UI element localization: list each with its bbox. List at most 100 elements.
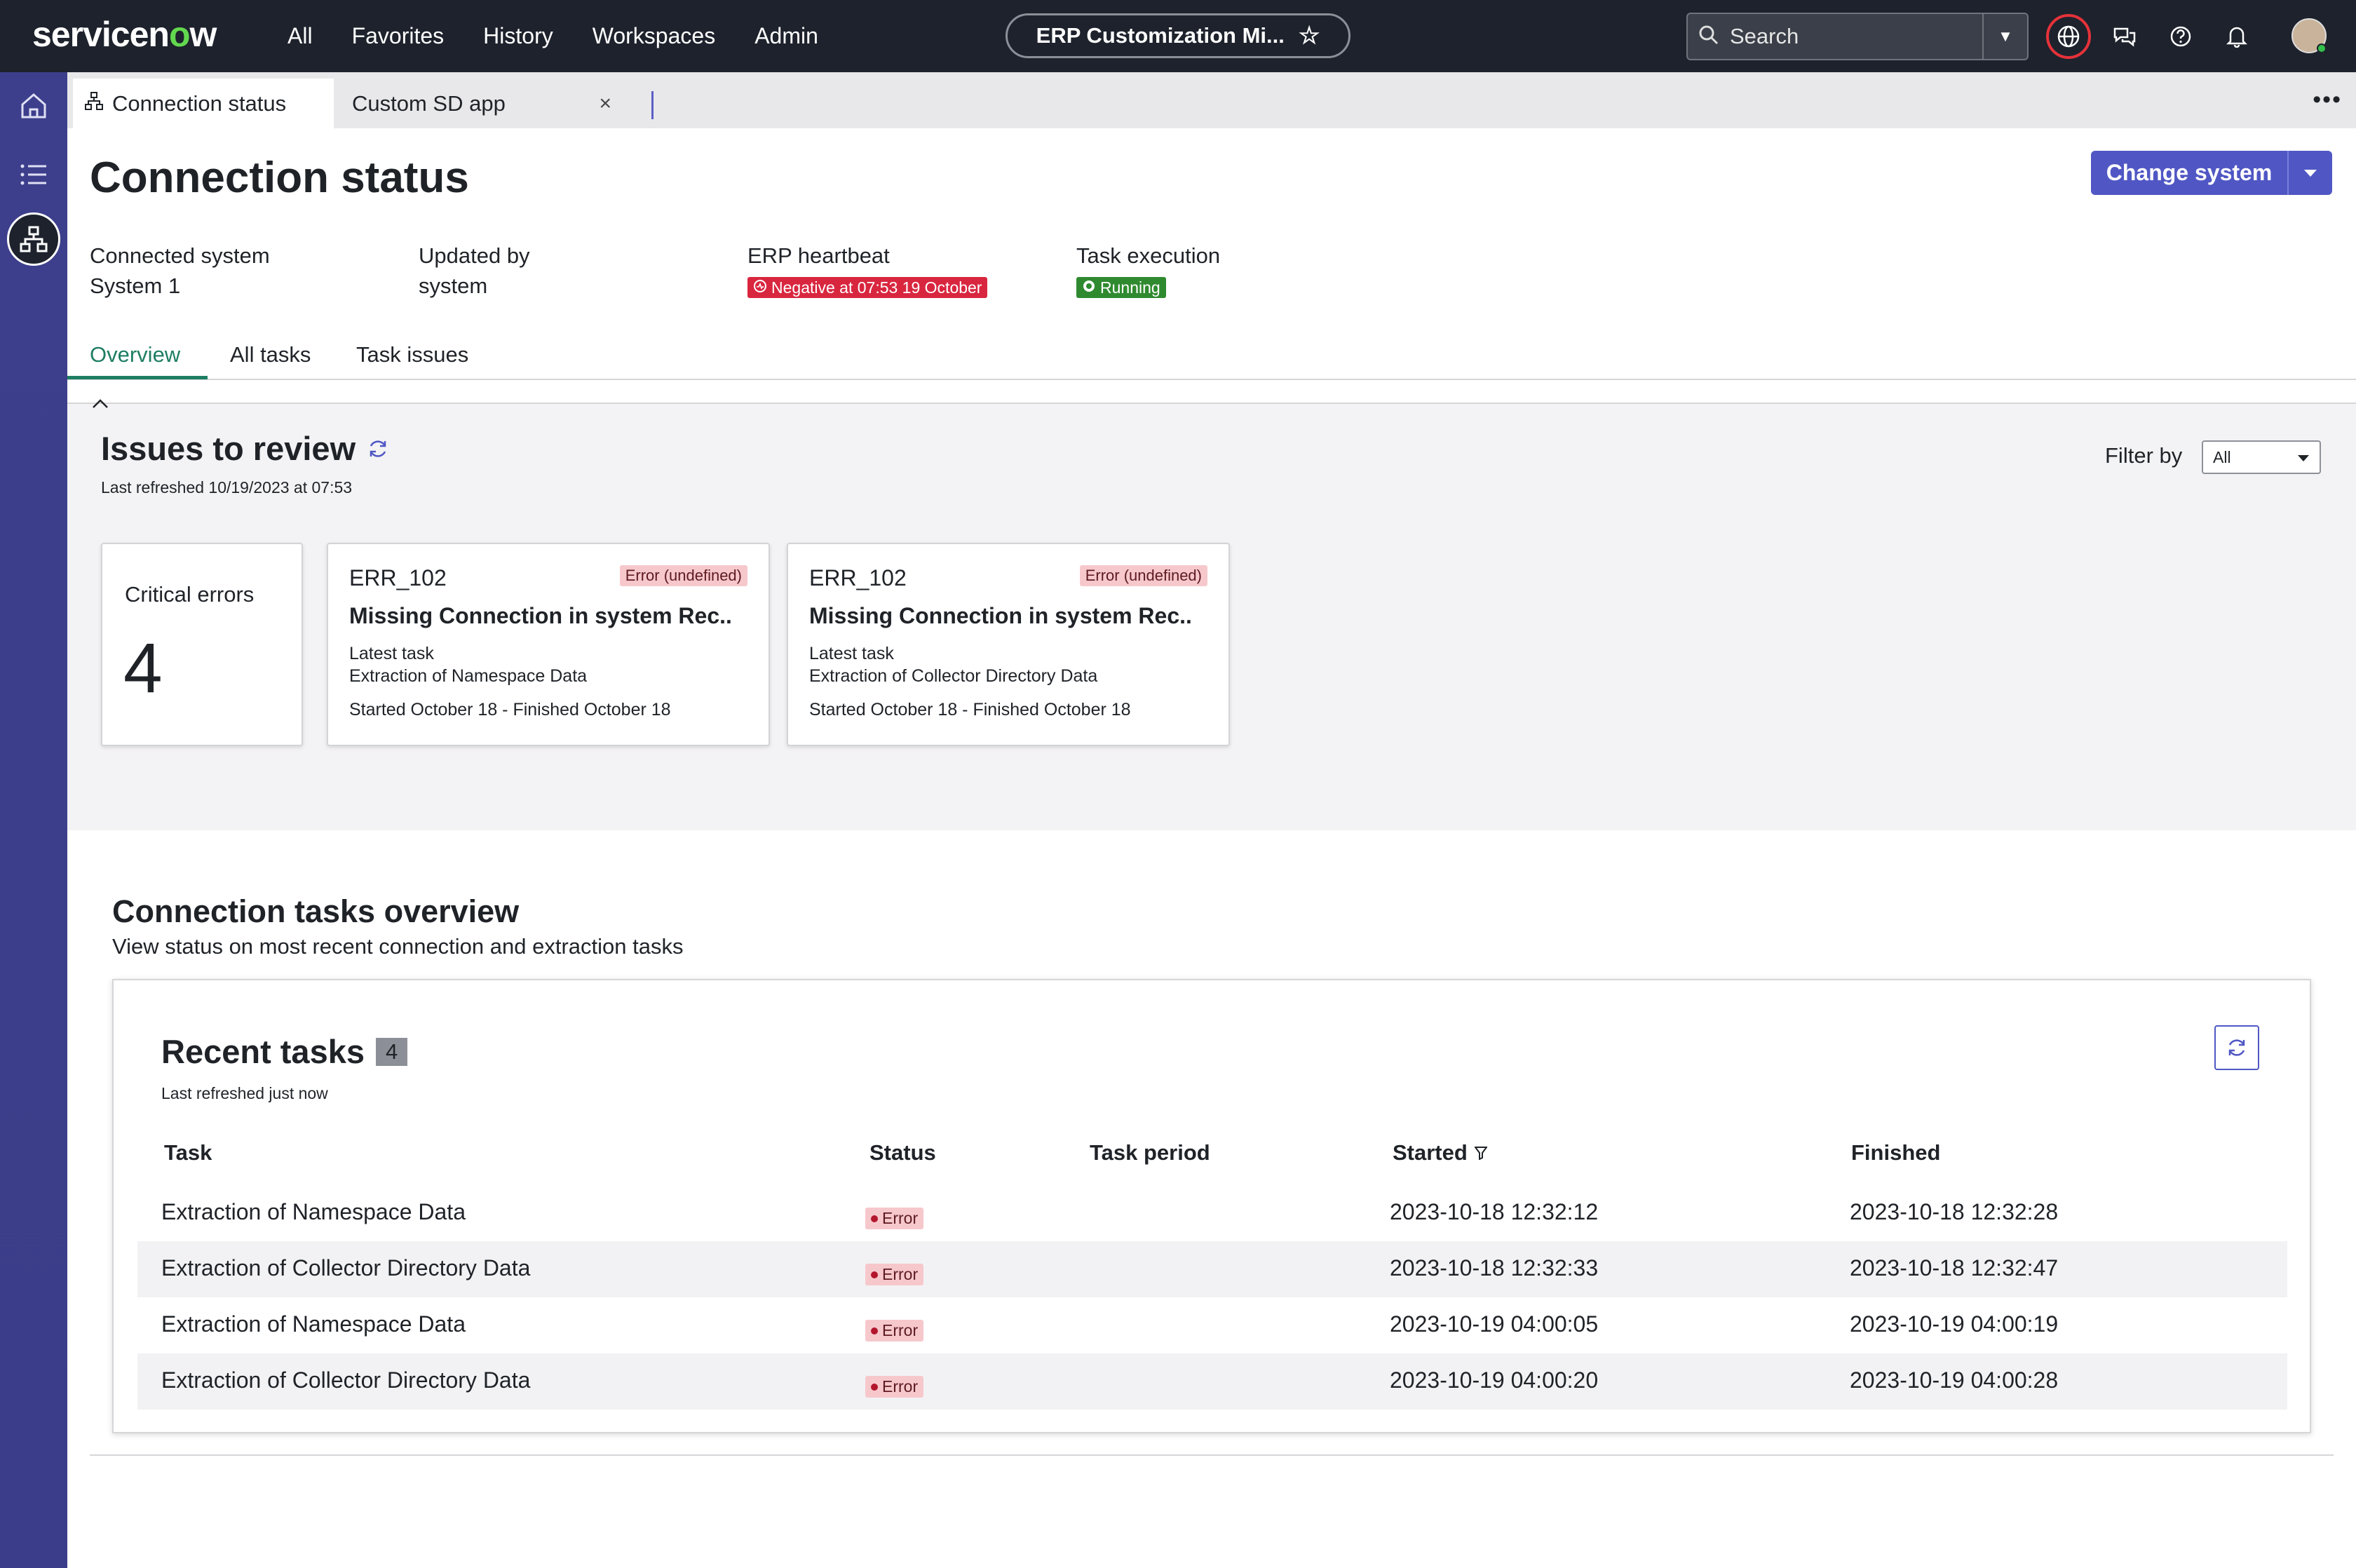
status-badge-text: Error: [882, 1377, 919, 1395]
column-header-started[interactable]: Started: [1393, 1140, 1488, 1165]
refresh-icon[interactable]: [367, 429, 389, 468]
issue-latest-label: Latest task: [809, 644, 894, 663]
tab-task-issues[interactable]: Task issues: [356, 342, 469, 367]
column-header-started-label: Started: [1393, 1140, 1468, 1165]
issue-severity-tag: Error (undefined): [1079, 565, 1207, 586]
critical-errors-card[interactable]: Critical errors 4: [101, 543, 303, 746]
column-header-status[interactable]: Status: [869, 1140, 936, 1165]
cell-task: Extraction of Collector Directory Data: [161, 1255, 531, 1280]
issues-last-refreshed: Last refreshed 10/19/2023 at 07:53: [101, 478, 353, 496]
cell-task: Extraction of Collector Directory Data: [161, 1367, 531, 1393]
recent-tasks-title: Recent tasks 4: [161, 1032, 408, 1071]
globe-icon[interactable]: [2046, 14, 2091, 59]
page-title: Connection status: [90, 154, 469, 202]
meta-updated-value: system: [419, 273, 488, 298]
user-avatar[interactable]: [2291, 18, 2327, 53]
status-badge-text: Error: [882, 1209, 919, 1227]
issue-code: ERR_102: [809, 565, 907, 590]
error-dot-icon: [871, 1271, 878, 1278]
collapse-chevron-icon[interactable]: [91, 393, 109, 414]
overview-title: Connection tasks overview: [112, 893, 520, 929]
issue-code: ERR_102: [349, 565, 447, 590]
issues-title: Issues to review: [101, 429, 389, 468]
status-badge: Error: [865, 1320, 924, 1341]
issue-card[interactable]: ERR_102 Error (undefined) Missing Connec…: [787, 543, 1230, 746]
status-badge-text: Error: [882, 1321, 919, 1339]
search-input[interactable]: Search: [1730, 24, 1799, 48]
nav-history[interactable]: History: [483, 23, 553, 48]
connection-hierarchy-icon[interactable]: [7, 212, 60, 266]
filter-icon[interactable]: [1473, 1140, 1488, 1165]
refresh-icon: [2228, 1039, 2245, 1056]
tab-overview[interactable]: Overview: [90, 342, 181, 367]
issue-dates: Started October 18 - Finished October 18: [349, 700, 671, 719]
status-badge: Error: [865, 1264, 924, 1285]
bell-icon[interactable]: [2217, 17, 2256, 56]
refresh-button[interactable]: [2214, 1025, 2259, 1070]
nav-admin[interactable]: Admin: [754, 23, 818, 48]
meta-connected-system: Connected system System 1: [90, 241, 270, 301]
star-icon[interactable]: ☆: [1298, 22, 1320, 49]
table-row[interactable]: Extraction of Namespace Data Error 2023-…: [137, 1185, 2287, 1241]
column-header-finished[interactable]: Finished: [1851, 1140, 1941, 1165]
table-row[interactable]: Extraction of Collector Directory Data E…: [137, 1353, 2287, 1410]
nav-all[interactable]: All: [287, 23, 313, 48]
recent-tasks-card: Recent tasks 4 Last refreshed just now T…: [112, 979, 2311, 1433]
tab-connection-status[interactable]: Connection status: [73, 79, 334, 128]
issue-task-name: Extraction of Collector Directory Data: [809, 666, 1098, 686]
issue-latest-label: Latest task: [349, 644, 434, 663]
column-header-task-period[interactable]: Task period: [1090, 1140, 1210, 1165]
more-options-icon[interactable]: •••: [2313, 86, 2342, 113]
tab-custom-sd-app-label: Custom SD app: [352, 90, 506, 116]
recent-tasks-count: 4: [376, 1037, 408, 1066]
tab-strip: Connection status Custom SD app × •••: [67, 72, 2356, 128]
list-icon[interactable]: [15, 156, 52, 193]
help-icon[interactable]: [2161, 17, 2200, 56]
filter-by-select[interactable]: All: [2202, 440, 2321, 474]
cell-finished: 2023-10-19 04:00:19: [1850, 1311, 2059, 1337]
nav-favorites[interactable]: Favorites: [351, 23, 445, 48]
chat-icon[interactable]: [2105, 17, 2144, 56]
tab-divider: [651, 91, 654, 119]
filter-by-value: All: [2213, 447, 2231, 466]
critical-errors-count: 4: [123, 629, 163, 708]
left-rail: [0, 72, 67, 1568]
section-divider: [90, 1454, 2334, 1456]
home-icon[interactable]: [15, 88, 52, 124]
workspace-pill-label: ERP Customization Mi...: [1036, 23, 1285, 48]
close-icon[interactable]: ×: [599, 91, 611, 115]
cell-finished: 2023-10-18 12:32:47: [1850, 1255, 2059, 1280]
cell-finished: 2023-10-18 12:32:28: [1850, 1199, 2059, 1224]
global-search[interactable]: Search ▼: [1686, 13, 2029, 60]
change-system-dropdown[interactable]: [2287, 151, 2332, 195]
tab-custom-sd-app[interactable]: Custom SD app ×: [352, 79, 654, 128]
meta-heartbeat-label: ERP heartbeat: [747, 243, 890, 268]
task-running-badge: Running: [1076, 277, 1166, 298]
issue-title: Missing Connection in system Rec..: [349, 603, 732, 628]
status-badge: Error: [865, 1208, 924, 1229]
cell-task: Extraction of Namespace Data: [161, 1199, 466, 1224]
hierarchy-icon: [84, 91, 104, 116]
nav-workspaces[interactable]: Workspaces: [592, 23, 716, 48]
meta-updated-label: Updated by: [419, 243, 530, 268]
table-row[interactable]: Extraction of Namespace Data Error 2023-…: [137, 1297, 2287, 1353]
table-row[interactable]: Extraction of Collector Directory Data E…: [137, 1241, 2287, 1297]
tab-all-tasks[interactable]: All tasks: [230, 342, 311, 367]
task-running-text: Running: [1100, 278, 1160, 297]
top-nav: All Favorites History Workspaces Admin: [287, 0, 818, 72]
page-tabs: Overview All tasks Task issues: [67, 335, 2356, 380]
search-icon: [1688, 25, 1730, 49]
issue-card[interactable]: ERR_102 Error (undefined) Missing Connec…: [327, 543, 770, 746]
cell-finished: 2023-10-19 04:00:28: [1850, 1367, 2059, 1393]
change-system-label: Change system: [2106, 160, 2273, 185]
online-status-icon: [2317, 43, 2327, 53]
cell-started: 2023-10-18 12:32:33: [1390, 1255, 1599, 1280]
error-dot-icon: [871, 1327, 878, 1334]
change-system-button[interactable]: Change system: [2091, 151, 2332, 195]
servicenow-logo[interactable]: servicenow: [32, 15, 217, 54]
meta-erp-heartbeat: ERP heartbeat Negative at 07:53 19 Octob…: [747, 241, 988, 301]
column-header-task[interactable]: Task: [164, 1140, 212, 1165]
workspace-pill[interactable]: ERP Customization Mi... ☆: [1006, 13, 1350, 58]
search-scope-dropdown[interactable]: ▼: [1982, 14, 2027, 59]
meta-task-label: Task execution: [1076, 243, 1221, 268]
